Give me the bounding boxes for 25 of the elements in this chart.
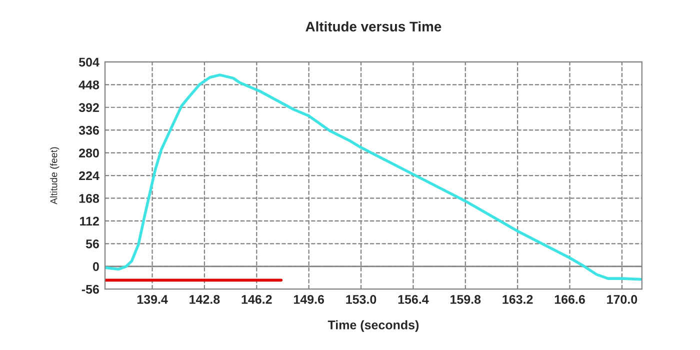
x-tick-label: 153.0 <box>346 294 376 304</box>
y-tick-label: 112 <box>80 216 99 226</box>
y-tick-label: 448 <box>78 80 100 90</box>
y-tick-label: 0 <box>92 262 99 272</box>
y-tick-label: -56 <box>82 284 99 294</box>
x-axis-title: Time (seconds) <box>328 320 419 332</box>
x-tick-label: 146.2 <box>242 294 272 304</box>
y-tick-label: 168 <box>79 194 100 203</box>
line-series <box>105 74 642 281</box>
y-tick-label: 392 <box>78 103 99 112</box>
x-tick-label: 166.6 <box>554 294 585 304</box>
x-tick-label: 170.0 <box>607 294 638 304</box>
x-tick-label: 149.6 <box>294 294 324 304</box>
x-tick-label: 159.8 <box>450 294 481 304</box>
x-tick-label: 163.2 <box>502 294 533 304</box>
y-tick-label: 56 <box>86 239 99 248</box>
y-axis-title: Altitude (feet) <box>50 147 60 204</box>
x-tick-label: 139.4 <box>137 294 168 304</box>
x-tick-label: 156.4 <box>398 294 429 304</box>
y-tick-label: 336 <box>78 126 99 135</box>
y-tick-label: 224 <box>79 171 100 180</box>
chart-title: Altitude versus Time <box>306 21 442 32</box>
x-tick-label: 142.8 <box>190 294 220 304</box>
y-tick-label: 280 <box>79 148 99 158</box>
y-tick-label: 504 <box>78 58 100 67</box>
